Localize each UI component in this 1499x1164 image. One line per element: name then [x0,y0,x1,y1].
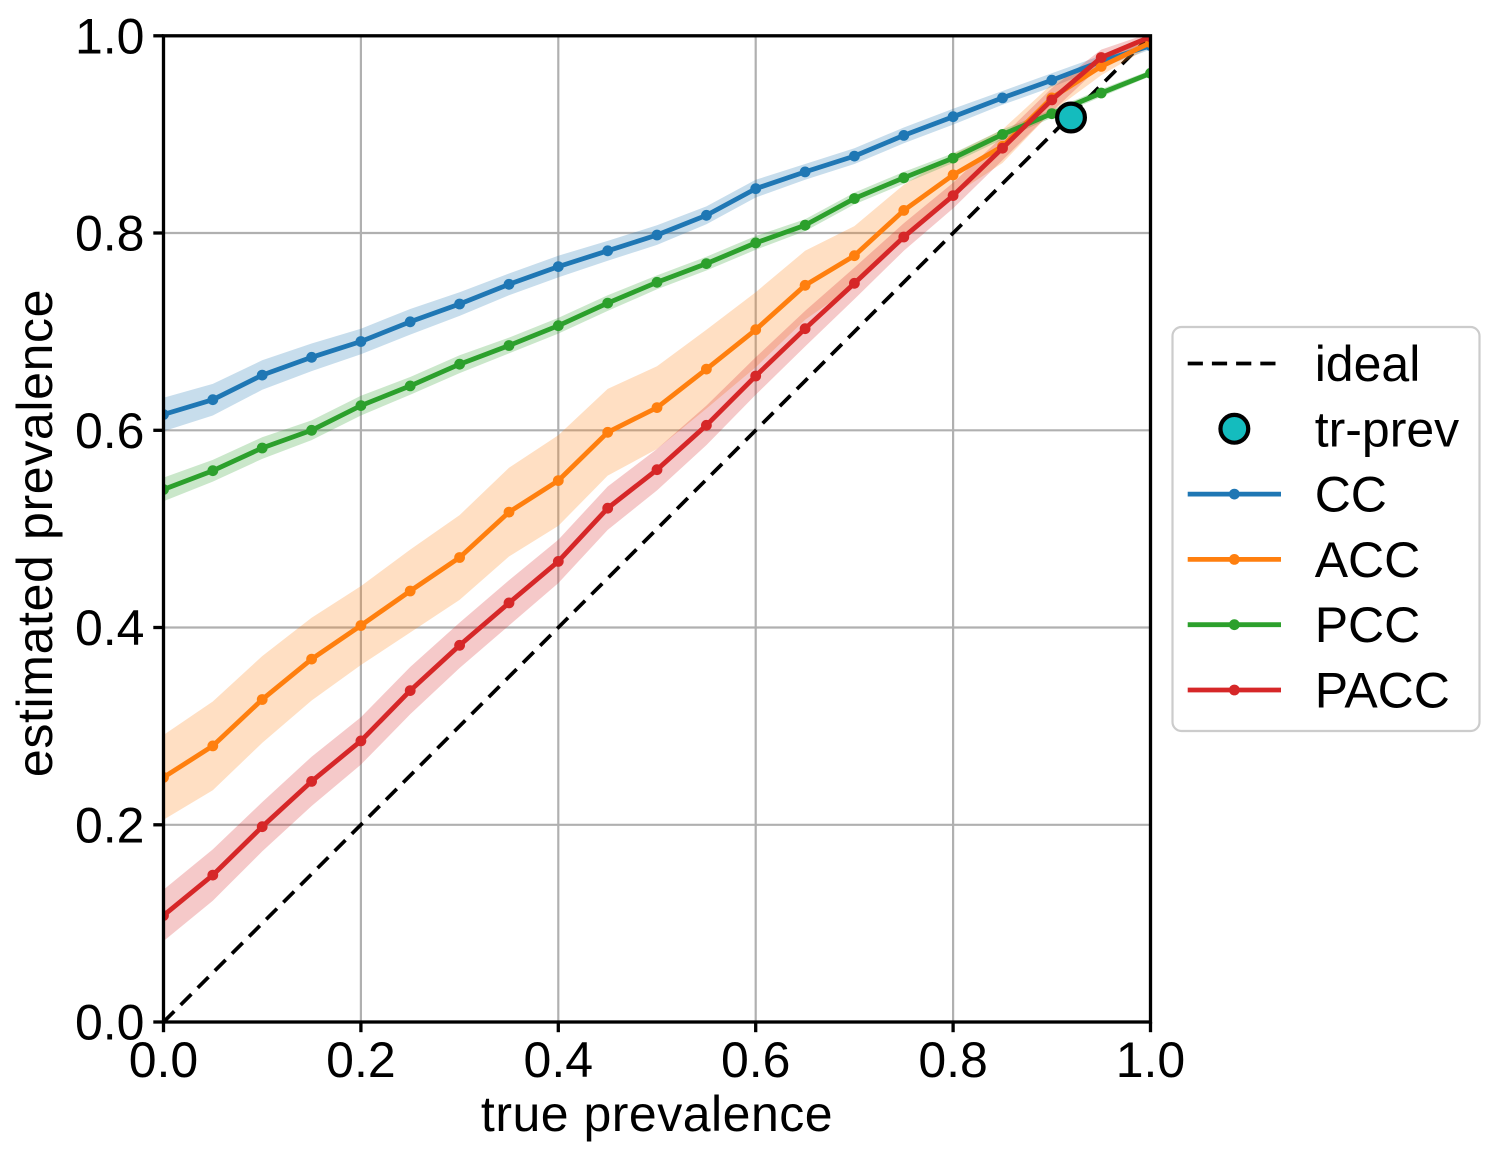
svg-text:estimated prevalence: estimated prevalence [7,289,63,777]
svg-text:0.8: 0.8 [918,1032,988,1088]
svg-text:ACC: ACC [1315,532,1421,588]
svg-text:0.2: 0.2 [326,1032,396,1088]
svg-text:0.0: 0.0 [129,1032,199,1088]
svg-text:1.0: 1.0 [1116,1032,1186,1088]
svg-text:0.4: 0.4 [524,1032,594,1088]
svg-text:0.8: 0.8 [75,206,145,262]
svg-text:1.0: 1.0 [75,8,145,64]
svg-text:0.4: 0.4 [75,600,145,656]
svg-text:true prevalence: true prevalence [481,1086,833,1142]
svg-text:0.6: 0.6 [75,403,145,459]
svg-text:0.2: 0.2 [75,797,145,853]
svg-text:tr-prev: tr-prev [1315,401,1459,457]
svg-text:PCC: PCC [1315,597,1421,653]
svg-text:ideal: ideal [1315,336,1421,392]
svg-text:0.6: 0.6 [721,1032,791,1088]
svg-text:0.0: 0.0 [75,995,145,1051]
svg-text:PACC: PACC [1315,663,1450,719]
svg-text:CC: CC [1315,467,1387,523]
